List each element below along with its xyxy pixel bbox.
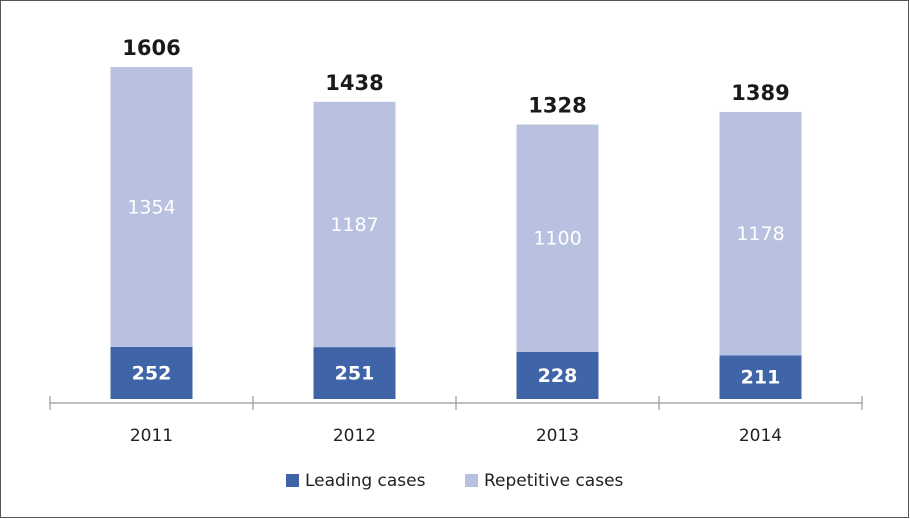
data-label: 1100	[533, 228, 581, 250]
total-label: 1389	[731, 81, 789, 105]
total-label: 1328	[528, 94, 586, 118]
legend-swatch	[465, 474, 478, 487]
bar-segment	[516, 351, 599, 399]
legend-swatch	[286, 474, 299, 487]
legend-label: Repetitive cases	[484, 471, 624, 491]
data-label: 251	[335, 363, 375, 385]
data-label: 1187	[330, 214, 378, 236]
x-tick-label: 2014	[739, 426, 782, 446]
bar-segment	[313, 101, 396, 348]
bar-segment	[313, 347, 396, 399]
data-label: 1354	[127, 197, 175, 219]
bar-segment	[110, 346, 193, 399]
data-label: 228	[538, 365, 578, 387]
data-label: 211	[741, 367, 781, 389]
bar-segment	[516, 124, 599, 352]
x-tick-label: 2013	[536, 426, 579, 446]
bar-segment	[110, 67, 193, 347]
x-tick-label: 2012	[333, 426, 376, 446]
x-tick-label: 2011	[130, 426, 173, 446]
total-label: 1606	[122, 36, 180, 60]
legend-label: Leading cases	[305, 471, 426, 491]
data-label: 252	[132, 362, 172, 384]
data-label: 1178	[736, 223, 784, 245]
total-label: 1438	[325, 71, 383, 95]
bar-segment	[719, 111, 802, 356]
bar-segment	[719, 355, 802, 399]
